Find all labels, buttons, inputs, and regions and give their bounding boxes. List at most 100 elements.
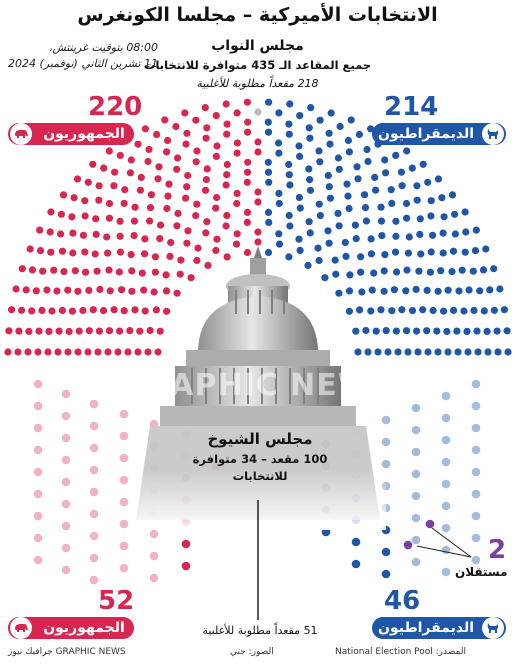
independent-pointer: [416, 545, 472, 558]
house-seat-republican: [54, 348, 62, 356]
house-seat-democrat: [451, 210, 459, 218]
senate-seat-democrat-not-up: [441, 523, 451, 533]
senate-seat-republican-not-up: [119, 519, 129, 529]
house-seat-republican: [147, 191, 155, 199]
senate-democrat-badge: الديمقراطيون: [372, 617, 506, 639]
house-seat-republican: [213, 193, 221, 202]
house-seat-democrat: [285, 130, 293, 138]
house-seat-democrat: [476, 287, 484, 295]
house-republican-badge: الجمهوريون: [8, 123, 134, 145]
senate-seat-republican-not-up: [61, 389, 71, 399]
house-title: مجلس النواب: [211, 38, 304, 54]
house-seat-democrat: [305, 165, 313, 173]
house-seat-republican: [18, 265, 26, 273]
house-seat-republican: [25, 327, 33, 335]
senate-seat-republican-not-up: [89, 443, 99, 453]
house-seat-democrat: [324, 171, 332, 180]
house-seat-democrat: [371, 173, 379, 181]
house-seat-democrat: [392, 327, 400, 335]
senate-seat-democrat-not-up: [441, 567, 451, 577]
house-seat-republican: [18, 306, 26, 314]
house-seat-democrat: [444, 286, 452, 294]
house-seat-democrat: [355, 130, 363, 139]
house-seat-democrat: [295, 193, 303, 202]
house-seat-republican: [95, 182, 103, 190]
senate-seat-republican-not-up: [89, 531, 99, 541]
house-seat-republican: [254, 148, 262, 156]
house-seat-democrat: [434, 287, 442, 295]
senate-seat-republican-not-up: [33, 555, 43, 565]
house-seat-democrat: [381, 156, 389, 164]
house-seat-democrat: [264, 248, 273, 257]
senate-majority: 51 مقعداً مطلوبة للأغلبية: [202, 624, 318, 637]
house-seat-republican: [46, 228, 54, 236]
house-seat-republican: [157, 221, 165, 229]
house-seat-republican: [154, 175, 162, 183]
footer-source: المصدر: National Election Pool: [335, 647, 466, 657]
house-seat-democrat: [314, 244, 322, 252]
house-seat-republican: [201, 186, 210, 194]
house-seat-democrat: [362, 326, 370, 335]
house-seat-democrat: [416, 230, 424, 238]
house-seat-democrat: [423, 286, 431, 294]
senate-seat-independent: [425, 519, 435, 529]
house-seat-republican: [81, 212, 89, 220]
house-seat-republican: [166, 252, 174, 260]
house-seat-democrat: [448, 268, 456, 276]
house-seat-republican: [244, 118, 252, 126]
house-seat-republican: [193, 256, 201, 265]
senate-seat-republican-not-up: [119, 563, 129, 573]
house-seat-democrat: [326, 194, 334, 202]
house-seat-republican: [187, 274, 195, 282]
house-seat-republican: [57, 230, 65, 238]
house-seat-republican: [130, 217, 139, 225]
house-seat-democrat: [429, 306, 437, 315]
house-seat-democrat: [403, 266, 411, 274]
house-seat-democrat: [357, 253, 365, 261]
house-seat-democrat: [265, 218, 273, 226]
house-seat-republican: [212, 204, 220, 212]
house-seat-republican: [212, 112, 220, 120]
house-seat-republican: [176, 270, 184, 278]
house-seat-democrat: [402, 327, 411, 335]
senate-seat-republican-not-up: [119, 431, 129, 441]
house-seat-democrat: [286, 222, 294, 230]
senate-seat-republican-not-up: [61, 521, 71, 531]
house-seat-republican: [28, 307, 36, 315]
house-seat-republican: [134, 348, 142, 356]
house-seat-democrat: [404, 348, 412, 356]
house-seat-republican: [116, 327, 124, 335]
house-seat-republican: [81, 248, 89, 256]
house-seat-democrat: [380, 267, 388, 275]
house-seat-democrat: [321, 274, 329, 282]
senate-seat-democrat-not-up: [381, 437, 391, 447]
house-seat-republican: [194, 244, 202, 252]
senate-republican-badge: الجمهوريون: [8, 617, 134, 639]
house-seat-democrat: [440, 213, 448, 221]
house-seat-democrat: [285, 211, 293, 220]
house-seat-republican: [140, 286, 148, 294]
house-seat-republican: [74, 348, 82, 356]
house-seat-democrat: [493, 327, 501, 335]
house-seat-republican: [232, 240, 241, 248]
house-seat-democrat: [465, 286, 473, 294]
house-seat-republican: [174, 209, 182, 217]
house-seat-democrat: [408, 164, 416, 172]
house-seat-republican: [34, 348, 42, 356]
house-seat-democrat: [439, 249, 447, 257]
house-seat-republican: [95, 196, 103, 204]
house-seat-democrat: [352, 327, 360, 335]
house-majority: 218 مقعداً مطلوبة للأغلبية: [196, 77, 319, 90]
house-seat-republican: [99, 307, 108, 315]
house-seat-republican: [202, 134, 210, 142]
house-seat-republican: [223, 160, 231, 169]
house-seat-democrat: [264, 158, 272, 166]
house-seat-democrat: [326, 140, 334, 148]
house-seat-republican: [104, 348, 112, 356]
house-seat-democrat: [403, 214, 411, 222]
elephant-icon: [10, 617, 32, 639]
house-seat-republican: [96, 285, 104, 293]
house-seat-republican: [128, 267, 136, 275]
house-seat-democrat: [264, 118, 272, 126]
house-seat-democrat: [461, 248, 469, 256]
